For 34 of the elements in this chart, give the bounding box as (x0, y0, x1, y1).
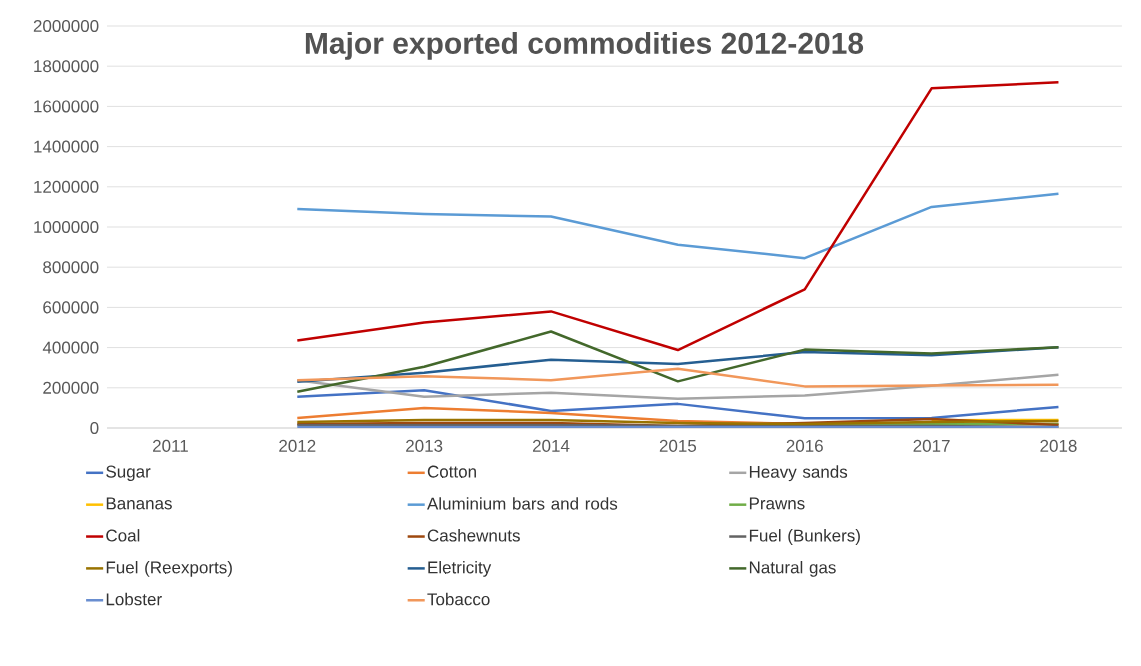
y-tick-label: 1000000 (34, 220, 99, 234)
y-tick-label: 200000 (43, 381, 99, 394)
y-tick-label: 400000 (42, 341, 99, 354)
x-tick-label: 2015 (659, 439, 697, 452)
chart-title: Major exported commodities 2012-2018 (305, 31, 864, 60)
x-tick-label: 2017 (913, 439, 950, 452)
y-tick-label: 0 (90, 421, 99, 435)
legend-label: Lobster (106, 592, 162, 606)
y-tick-label: 800000 (43, 261, 99, 274)
y-tick-label: 1600000 (34, 100, 99, 113)
y-tick-label: 1200000 (34, 180, 99, 193)
legend-label: Natural gas (749, 560, 836, 577)
legend-label: Aluminium bars and rods (427, 497, 618, 510)
legend-label: Fuel (Reexports) (106, 560, 232, 577)
legend-label: Sugar (106, 465, 151, 481)
legend-label: Cashewnuts (427, 529, 520, 542)
x-tick-label: 2011 (153, 439, 188, 452)
x-tick-label: 2018 (1040, 439, 1077, 452)
legend-label: Bananas (106, 497, 172, 510)
legend-label: Coal (106, 529, 140, 542)
legend-label: Fuel (Bunkers) (749, 529, 860, 545)
x-tick-label: 2013 (406, 439, 443, 452)
legend-label: Cotton (427, 465, 476, 478)
y-tick-label: 1800000 (34, 60, 99, 73)
legend-label: Heavy sands (749, 465, 848, 482)
x-tick-label: 2014 (532, 439, 570, 452)
y-tick-label: 1400000 (34, 140, 99, 153)
legend-label: Eletricity (428, 560, 492, 577)
legend-label: Tobacco (427, 592, 490, 606)
legend-label: Prawns (749, 497, 805, 510)
y-tick-label: 600000 (43, 301, 99, 314)
x-tick-label: 2012 (279, 439, 316, 452)
y-tick-label: 2000000 (33, 19, 99, 33)
x-tick-label: 2016 (786, 439, 823, 452)
